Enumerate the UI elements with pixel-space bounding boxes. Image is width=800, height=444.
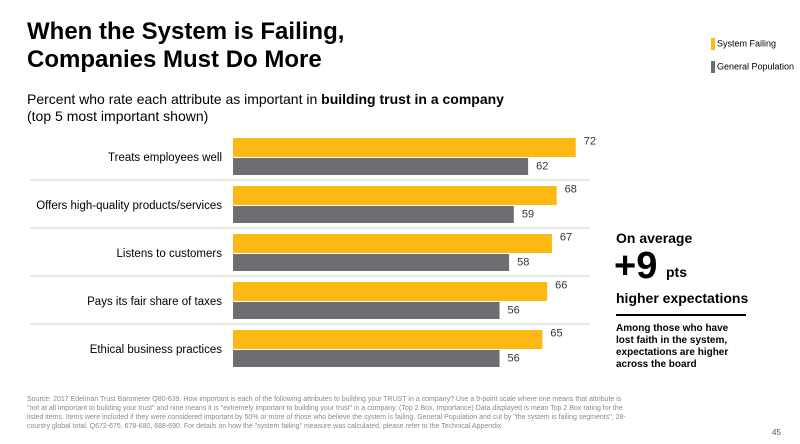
legend-swatch — [711, 38, 715, 50]
bar — [233, 302, 500, 319]
value-label: 65 — [550, 327, 562, 339]
value-label: 66 — [555, 279, 567, 291]
subtitle-text: Percent who rate each attribute as impor… — [27, 91, 322, 107]
value-label: 67 — [560, 231, 572, 243]
bar — [233, 186, 557, 205]
value-label: 72 — [584, 135, 596, 147]
chart-title: Companies Must Do More — [27, 46, 322, 73]
bar — [233, 330, 543, 349]
category-label: Pays its fair share of taxes — [87, 296, 222, 308]
bar — [233, 234, 552, 253]
category-label: Listens to customers — [117, 248, 223, 260]
value-label: 56 — [508, 352, 520, 364]
callout-rule — [616, 314, 746, 316]
callout-tail: higher expectations — [616, 290, 749, 306]
subtitle-emphasis: building trust in a company — [321, 91, 504, 107]
callout-note: Among those who have lost faith in the s… — [616, 323, 729, 370]
subtitle: Percent who rate each attribute as impor… — [27, 91, 504, 107]
bar — [233, 158, 529, 175]
value-label: 62 — [536, 160, 548, 172]
callout-lead: On average — [616, 230, 693, 246]
value-label: 56 — [508, 304, 520, 316]
bar — [233, 206, 514, 223]
page-number: 45 — [772, 428, 781, 437]
category-label: Treats employees well — [108, 152, 222, 164]
value-label: 59 — [522, 208, 534, 220]
bar — [233, 138, 576, 157]
bar — [233, 254, 510, 271]
category-label: Offers high-quality products/services — [36, 200, 222, 212]
value-label: 58 — [517, 256, 529, 268]
bar — [233, 350, 500, 367]
source-note: Source: 2017 Edelman Trust Barometer Q80… — [27, 396, 626, 430]
callout-unit: pts — [666, 264, 687, 280]
value-label: 68 — [565, 183, 577, 195]
bar — [233, 282, 548, 301]
legend-label: System Failing — [717, 38, 776, 48]
callout-big: +9 — [614, 245, 658, 287]
legend-label: General Population — [717, 61, 794, 71]
category-label: Ethical business practices — [90, 344, 223, 356]
legend-swatch — [711, 61, 715, 73]
chart-title: When the System is Failing, — [27, 18, 345, 45]
subtitle-note: (top 5 most important shown) — [27, 108, 209, 124]
